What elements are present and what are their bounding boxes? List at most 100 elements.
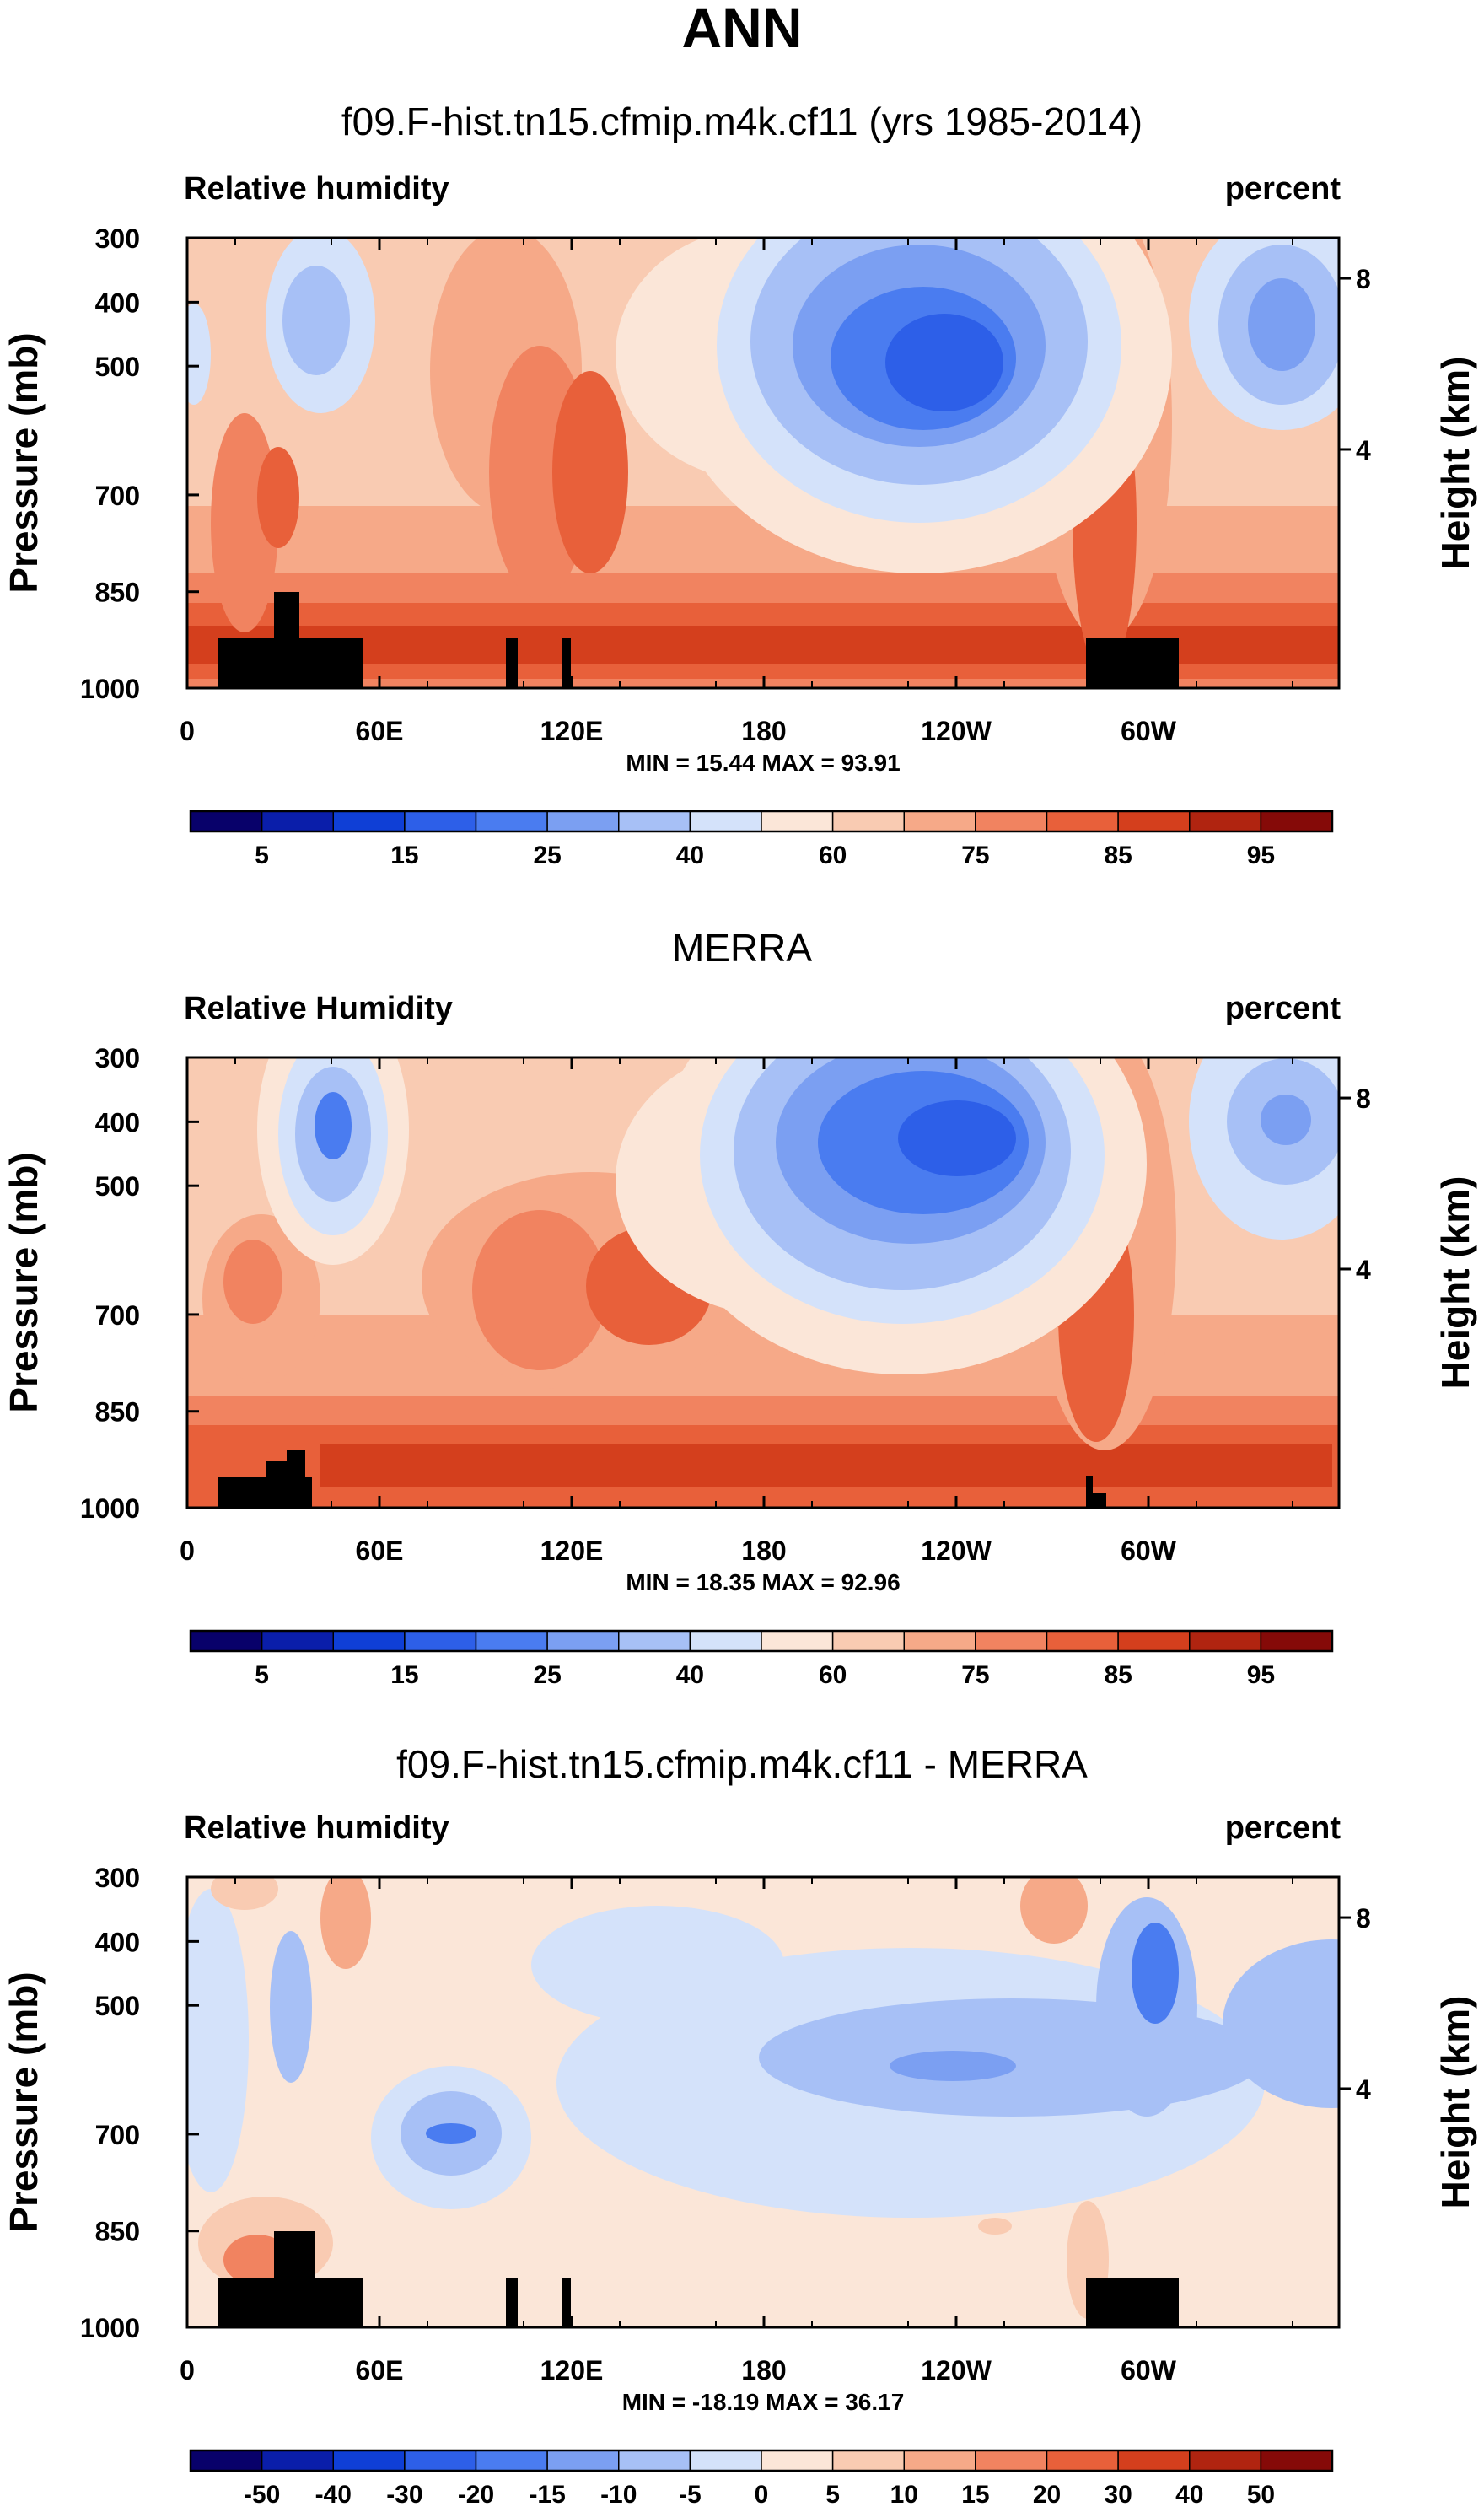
colorbar-label: 40 [676,842,704,869]
y-tick-label: 700 [95,1300,140,1331]
x-tick-label: 120E [540,1536,604,1566]
colorbar-label: 30 [1104,2481,1132,2508]
y-tick-label: 850 [95,2217,140,2247]
colorbar-swatch [975,810,1048,832]
x-tick-label: 180 [741,716,786,746]
colorbar-swatch [761,810,834,832]
topography-mask [1086,638,1179,688]
topography-mask [506,2278,518,2327]
colorbar-swatch [190,2450,263,2472]
colorbar-swatch [332,2450,406,2472]
topography-mask [274,2231,315,2327]
colorbar-label: 5 [255,842,269,869]
colorbar-frame [189,2449,1334,2472]
colorbar-swatch [332,810,406,832]
topography-mask [1086,2278,1179,2327]
contour-region [270,1931,312,2083]
colorbar-label: -20 [458,2481,494,2508]
colorbar-label: -30 [386,2481,422,2508]
y2-tick-label: 8 [1356,1084,1371,1114]
y2-tick-label: 8 [1356,264,1371,294]
colorbar-swatch [404,1630,477,1652]
colorbar-swatch [190,1630,263,1652]
x-tick-label: 60W [1121,716,1177,746]
colorbar-swatch [1260,810,1333,832]
colorbar-label: 60 [819,1661,847,1689]
y2-axis-title: Height (km) [1433,357,1477,570]
colorbar-swatch [689,2450,762,2472]
colorbar-frame [189,1629,1334,1653]
units-label: percent [1225,1810,1342,1846]
x-tick-label: 60W [1121,1536,1177,1566]
colorbar-swatch [975,2450,1048,2472]
colorbar-swatch [1046,810,1119,832]
colorbar-swatch [1260,2450,1333,2472]
colorbar-swatch [332,1630,406,1652]
contour-region [187,1889,249,2192]
topography-mask [562,2278,571,2327]
colorbar-swatch [190,810,263,832]
colorbar-label: -40 [315,2481,352,2508]
contour-region [1261,1095,1311,1145]
contour-region [890,2051,1016,2081]
colorbar-swatch [831,810,905,832]
x-tick-label: 0 [180,1536,195,1566]
colorbar-swatch [1189,2450,1262,2472]
colorbar-swatch [761,1630,834,1652]
colorbar-label: 95 [1247,842,1275,869]
colorbar-label: 15 [390,842,418,869]
colorbar-swatch [975,1630,1048,1652]
min-max-stats: MIN = -18.19 MAX = 36.17 [622,2389,905,2415]
y2-tick-label: 4 [1356,435,1371,465]
topography-mask [1088,1493,1106,1508]
colorbar-label: 75 [961,1661,989,1689]
colorbar-swatch [618,2450,691,2472]
colorbar-label: 25 [533,1661,561,1689]
y2-axis-title: Height (km) [1433,1996,1477,2209]
panel-model: f09.F-hist.tn15.cfmip.m4k.cf11 (yrs 1985… [2,100,1477,869]
variable-label: Relative Humidity [184,991,453,1026]
contour-band [320,1444,1332,1487]
min-max-stats: MIN = 18.35 MAX = 92.96 [626,1569,900,1595]
y-tick-label: 850 [95,578,140,608]
y-tick-label: 400 [95,288,140,318]
panel-difference: f09.F-hist.tn15.cfmip.m4k.cf11 - MERRA R… [2,1742,1477,2509]
y2-tick-label: 4 [1356,2074,1371,2105]
contour-region [320,1877,371,1969]
contour-region [315,1092,352,1159]
colorbar-label: -10 [600,2481,637,2508]
contour-region [1132,1923,1179,2024]
y-tick-label: 700 [95,2120,140,2150]
contour-region [531,1906,784,2024]
colorbar-swatch [261,1630,334,1652]
colorbar-label: 5 [255,1661,269,1689]
colorbar-swatch [1117,2450,1191,2472]
panel-title: MERRA [672,926,812,970]
axes: 0 60E 120E 180 120W 60W 300 400 500 700 850 1000 8 4 P… [2,223,1477,869]
colorbar-swatch [261,810,334,832]
colorbar-label: 95 [1247,1661,1275,1689]
topography-mask [506,638,518,688]
colorbar-label: 20 [1033,2481,1061,2508]
contour-region [426,2123,476,2144]
colorbar-swatch [546,1630,620,1652]
colorbar-label: 5 [825,2481,840,2508]
x-tick-label: 60E [356,716,404,746]
contour-region [1223,1939,1339,2108]
contour-region [552,371,628,573]
contour-region [223,1240,282,1324]
x-tick-label: 120W [921,1536,992,1566]
units-label: percent [1225,991,1342,1026]
contour-region [282,266,350,375]
y-tick-label: 400 [95,1927,140,1957]
x-tick-label: 120E [540,716,604,746]
x-tick-label: 120W [921,716,992,746]
colorbar-swatch [1046,1630,1119,1652]
contour-field [187,1057,1339,1508]
y2-tick-label: 4 [1356,1255,1371,1285]
topography-mask [287,1450,305,1508]
colorbar-swatch [546,2450,620,2472]
colorbar-swatch [903,2450,976,2472]
